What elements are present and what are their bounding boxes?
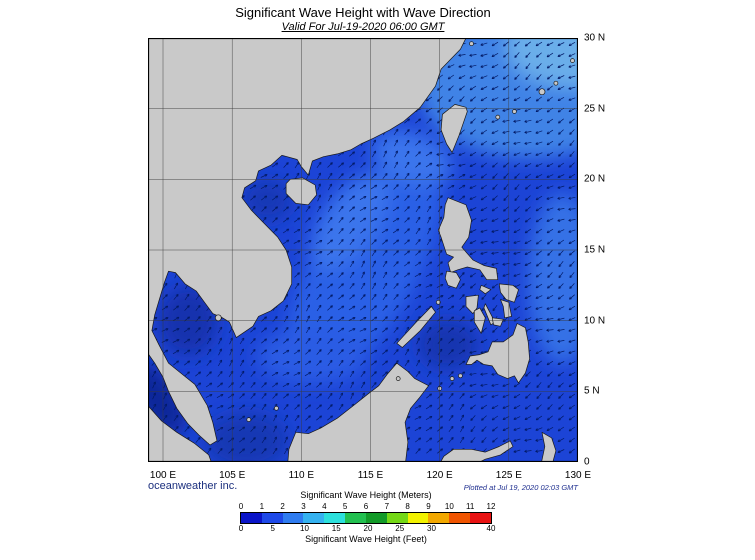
colorbar-segment bbox=[282, 513, 304, 523]
meters-tick: 10 bbox=[444, 502, 454, 511]
colorbar-segment bbox=[345, 513, 366, 523]
meters-tick: 11 bbox=[466, 502, 475, 511]
y-axis-label: 5 N bbox=[584, 385, 600, 397]
y-axis-label: 20 N bbox=[584, 173, 606, 185]
y-axis-label: 15 N bbox=[584, 244, 606, 256]
meters-tick: 0 bbox=[238, 502, 244, 511]
colorbar-segment bbox=[261, 513, 283, 523]
meters-tick: 2 bbox=[280, 502, 285, 511]
meters-tick: 3 bbox=[301, 502, 306, 511]
colorbar-segment bbox=[386, 513, 408, 523]
y-axis-label: 25 N bbox=[584, 103, 606, 115]
colorbar-segment bbox=[428, 513, 450, 523]
feet-ticks: 0 5 10 15 20 25 30 40 bbox=[238, 524, 496, 534]
colorbar-segment bbox=[365, 513, 387, 523]
x-axis-label: 130 E bbox=[564, 470, 592, 481]
legend-feet-label: Significant Wave Height (Feet) bbox=[305, 534, 427, 544]
feet-tick: 20 bbox=[363, 524, 373, 533]
colorbar-segment bbox=[324, 513, 346, 523]
y-axis-label: 0 bbox=[584, 456, 590, 468]
feet-tick: 15 bbox=[331, 524, 341, 533]
valid-time-subtitle: Valid For Jul-19-2020 06:00 GMT bbox=[281, 21, 445, 33]
meters-tick: 4 bbox=[322, 502, 327, 511]
page-title: Significant Wave Height with Wave Direct… bbox=[235, 5, 491, 20]
x-axis-label: 110 E bbox=[288, 470, 315, 481]
feet-tick: 5 bbox=[270, 524, 275, 533]
map-border bbox=[147, 37, 579, 463]
colorbar-segment bbox=[241, 513, 262, 523]
colorbar-segment bbox=[449, 513, 471, 523]
x-axis-label: 105 E bbox=[219, 470, 246, 481]
feet-tick: 30 bbox=[427, 524, 436, 533]
meters-tick: 7 bbox=[384, 502, 390, 511]
feet-tick: 10 bbox=[300, 524, 309, 533]
feet-tick: 40 bbox=[486, 524, 496, 533]
meters-ticks: 0 1 2 3 4 5 6 7 8 9 10 11 12 bbox=[238, 502, 496, 512]
y-axis-label: 30 N bbox=[584, 32, 606, 44]
colorbar-segment bbox=[470, 513, 491, 523]
x-axis-label: 125 E bbox=[495, 470, 522, 481]
plotted-timestamp: Plotted at Jul 19, 2020 02:03 GMT bbox=[463, 483, 578, 492]
x-axis-label: 115 E bbox=[357, 470, 384, 481]
legend-meters-label: Significant Wave Height (Meters) bbox=[300, 490, 432, 500]
landmasses bbox=[148, 38, 575, 462]
colorbar-segment bbox=[303, 513, 325, 523]
meters-tick: 12 bbox=[486, 502, 496, 511]
x-axis-label: 120 E bbox=[426, 470, 453, 481]
feet-tick: 0 bbox=[238, 524, 244, 533]
feet-tick: 25 bbox=[395, 524, 405, 533]
meters-tick: 5 bbox=[342, 502, 348, 511]
meters-tick: 1 bbox=[259, 502, 265, 511]
credit-text: oceanweather inc. bbox=[148, 480, 238, 492]
meters-tick: 6 bbox=[363, 502, 369, 511]
colorbar-segment bbox=[407, 513, 429, 523]
x-axis-label: 100 E bbox=[149, 470, 177, 481]
meters-tick: 9 bbox=[426, 502, 431, 511]
wave-map bbox=[147, 37, 579, 463]
meters-tick: 8 bbox=[405, 502, 410, 511]
grid-lines bbox=[148, 38, 578, 462]
y-axis-label: 10 N bbox=[584, 315, 606, 327]
colorbar bbox=[240, 512, 492, 524]
